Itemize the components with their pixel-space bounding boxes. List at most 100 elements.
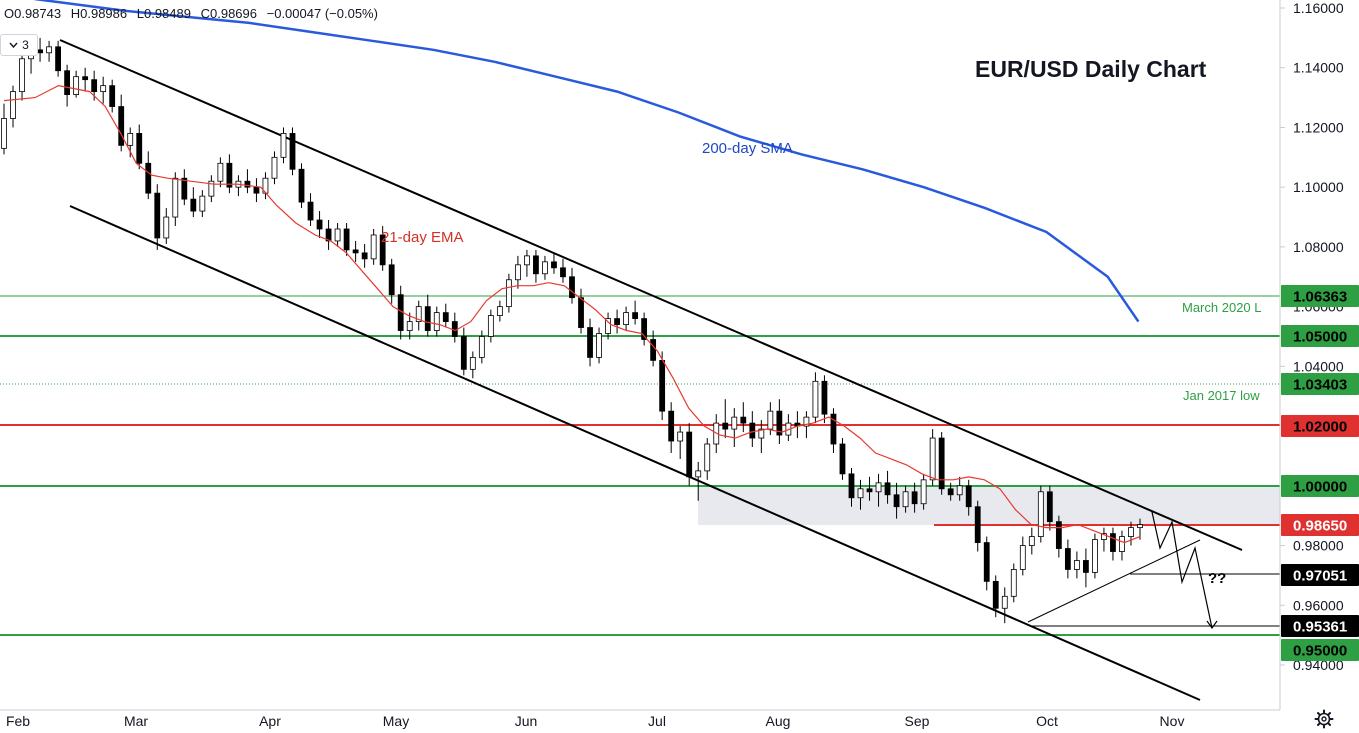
candle-body (1137, 524, 1143, 529)
candle-body (55, 46, 61, 72)
candle-body (965, 485, 972, 508)
candle (884, 470, 891, 504)
candle-body (442, 312, 449, 322)
candle (821, 375, 828, 424)
candle (1092, 533, 1098, 579)
y-tick-label: 0.96000 (1293, 597, 1344, 613)
candle-body (136, 133, 143, 164)
candle-body (515, 264, 521, 281)
candle-body (163, 216, 170, 239)
price-tag-background (1281, 325, 1359, 347)
candle (1, 103, 7, 155)
candle-body (298, 168, 305, 203)
candle-body (1028, 536, 1035, 546)
ohlc-high: H0.98986 (70, 6, 128, 21)
price-tag-label: 1.05000 (1293, 329, 1347, 346)
candle-body (406, 321, 413, 331)
candle-body (596, 333, 602, 358)
time-axis[interactable]: Feb Mar Apr May Jun Jul Aug Sep Oct Nov (6, 713, 1185, 729)
candle (749, 411, 756, 447)
price-tag-label: 1.02000 (1293, 419, 1347, 436)
candle (1073, 551, 1080, 579)
y-tick-label: 1.12000 (1293, 119, 1344, 135)
price-tag-background (1281, 285, 1359, 307)
candle (758, 420, 765, 453)
candle-body (91, 79, 98, 93)
candle-body (704, 443, 711, 472)
price-tag-098650: 0.98650 (1281, 514, 1359, 536)
candle (542, 255, 548, 280)
candle-body (857, 488, 864, 499)
candle (740, 402, 747, 433)
candle (280, 127, 287, 164)
question-annotation: ?? (1208, 570, 1226, 587)
candle-body (478, 336, 485, 358)
candle (307, 193, 314, 227)
candle (956, 476, 963, 501)
ema-label: 21-day EMA (381, 229, 464, 246)
candle (1046, 485, 1053, 531)
candle (641, 312, 648, 346)
candle (776, 399, 783, 445)
candle-body (938, 437, 945, 490)
candle (424, 294, 431, 337)
candle-body (758, 428, 765, 439)
candle (605, 312, 611, 340)
channel-upper-line[interactable] (59, 39, 1243, 551)
candle (136, 124, 143, 170)
candle (226, 154, 233, 194)
candle-body (469, 357, 476, 370)
candle (551, 252, 557, 274)
candle (722, 399, 729, 439)
candle (515, 255, 521, 289)
candle-body (199, 195, 206, 212)
candle (478, 330, 485, 364)
candle (695, 461, 702, 501)
price-tag-background (1281, 615, 1359, 637)
candle-body (983, 542, 990, 582)
candle (298, 163, 305, 209)
candle (163, 208, 170, 244)
candle-body (46, 46, 52, 54)
candle-body (1, 118, 7, 149)
price-tag-label: 0.97051 (1293, 568, 1347, 585)
candle (929, 429, 936, 486)
candle (569, 267, 575, 304)
channel-lower-line[interactable] (69, 205, 1201, 701)
candle-body (578, 297, 584, 328)
price-tag-label: 1.06363 (1293, 289, 1347, 306)
candle-body (64, 70, 71, 96)
candle (64, 64, 71, 107)
candle-body (641, 318, 648, 340)
candle-body (812, 380, 819, 418)
support-zone (698, 486, 1280, 525)
collapse-indicators-button[interactable]: 3 (0, 34, 38, 56)
candle-body (334, 228, 341, 242)
candle-body (1010, 569, 1017, 597)
candle-body (1083, 560, 1089, 573)
gear-icon[interactable] (1314, 709, 1334, 729)
candle-body (569, 276, 575, 299)
candle-body (740, 416, 747, 424)
candle-body (533, 255, 539, 275)
triangle-support-line[interactable] (1027, 539, 1201, 623)
candle-body (677, 431, 684, 442)
candle-body (749, 422, 756, 439)
candle (1001, 587, 1008, 624)
price-level-tags: 1.06363 1.05000 1.03403 1.02000 1.00000 0.986… (1281, 285, 1359, 661)
y-tick-label: 1.14000 (1293, 60, 1344, 76)
candle-body (352, 249, 359, 254)
candle-body (433, 312, 440, 331)
price-tag-background (1281, 564, 1359, 586)
price-tag-background (1281, 639, 1359, 661)
candle (82, 67, 89, 92)
candle-body (127, 133, 134, 146)
candle-body (460, 336, 467, 370)
candle (596, 327, 602, 364)
candle-body (830, 413, 837, 445)
candle (1083, 548, 1089, 588)
candle-body (388, 264, 395, 296)
candle (677, 426, 684, 459)
candle-body (370, 234, 377, 260)
